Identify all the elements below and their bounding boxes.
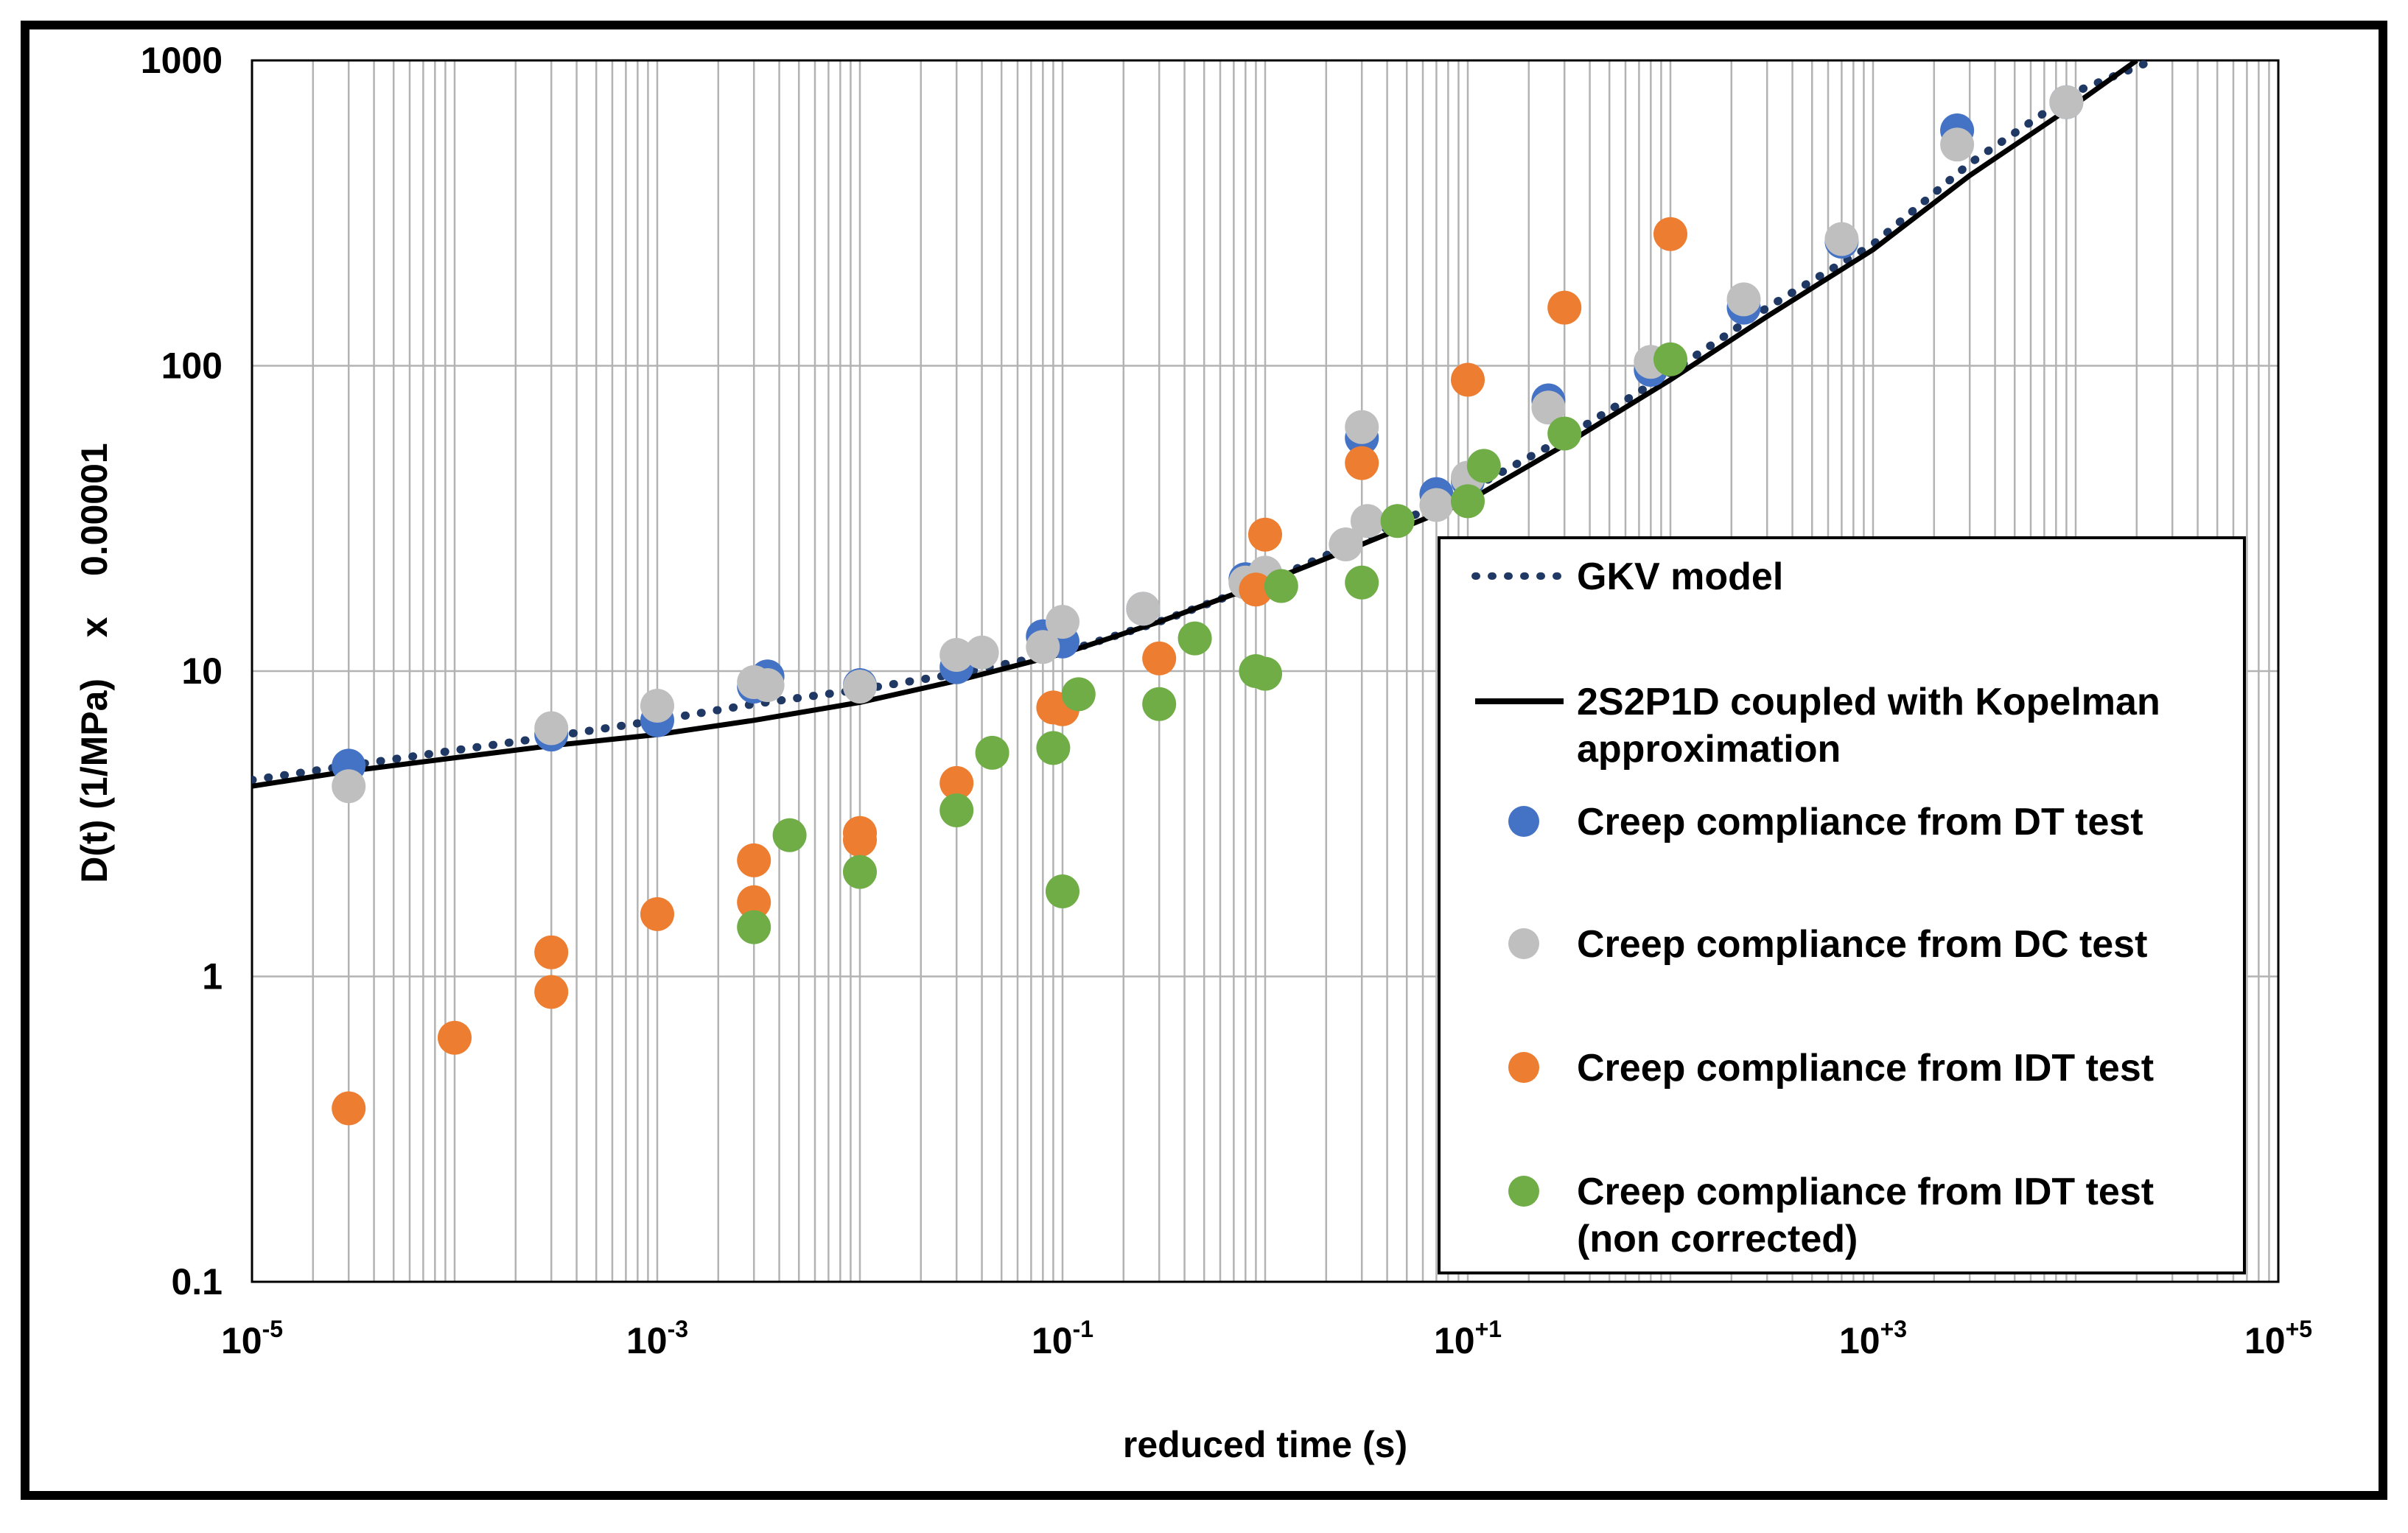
data-point-s4 (1345, 446, 1379, 480)
legend-label-idt: Creep compliance from IDT test (1577, 1047, 2154, 1090)
data-point-s4 (438, 1020, 472, 1055)
data-point-s3 (965, 635, 999, 670)
data-point-s5 (1345, 565, 1379, 600)
data-point-s4 (1248, 517, 1282, 552)
data-point-s4 (843, 823, 877, 857)
data-point-s5 (1380, 504, 1415, 539)
data-point-s4 (332, 1091, 366, 1126)
y-tick-label: 1000 (141, 40, 223, 81)
data-point-s5 (1142, 687, 1177, 721)
legend-marker-dt (1508, 806, 1539, 837)
data-point-s5 (1061, 677, 1096, 712)
data-point-s3 (1824, 222, 1859, 256)
data-point-s4 (737, 843, 771, 877)
series-line-0 (252, 60, 2157, 785)
data-point-s3 (843, 670, 877, 704)
data-point-s5 (737, 910, 771, 944)
data-point-s5 (975, 735, 1009, 770)
data-point-s5 (1547, 416, 1582, 451)
data-point-s5 (1264, 569, 1298, 603)
data-point-s3 (640, 689, 674, 723)
data-point-s3 (750, 668, 785, 702)
y-tick-label: 10 (181, 650, 223, 692)
legend-marker-dc (1508, 928, 1539, 959)
data-point-s4 (640, 897, 674, 931)
legend-label-dc: Creep compliance from DC test (1577, 923, 2147, 966)
legend-label-2s2p1d: 2S2P1D coupled with Kopelman approximatio… (1577, 681, 2160, 771)
legend-marker-idt-nc (1508, 1176, 1539, 1207)
data-point-s5 (772, 818, 807, 852)
data-point-s5 (1653, 342, 1687, 376)
data-point-s4 (1451, 362, 1485, 397)
series-lines (252, 60, 2157, 789)
y-axis-label: D(t) (1/MPa) x 0.00001 (74, 443, 115, 883)
x-axis-ticks: 10-5 10-3 10-1 10+1 10+3 10+5 (221, 1316, 2312, 1361)
x-tick-label: 10+5 (2244, 1316, 2312, 1361)
data-point-s3 (1350, 504, 1385, 539)
data-point-s3 (534, 711, 569, 746)
data-point-s3 (1026, 630, 1060, 664)
y-tick-label: 100 (161, 345, 223, 387)
y-tick-label: 1 (202, 956, 223, 997)
series-line-1 (252, 60, 2138, 789)
legend-label-dt: Creep compliance from DT test (1577, 801, 2143, 843)
data-point-s3 (1531, 390, 1566, 425)
plot-area-border (251, 59, 2280, 1283)
data-point-s3 (1419, 488, 1454, 522)
data-point-s5 (939, 793, 974, 827)
data-point-s4 (1239, 572, 1273, 607)
data-point-s5 (1036, 731, 1071, 765)
x-tick-label: 10+1 (1434, 1316, 1502, 1361)
data-point-s3 (332, 769, 366, 804)
legend-label-gkv: GKV model (1577, 555, 1783, 598)
data-point-s5 (1046, 874, 1079, 908)
data-point-s4 (939, 765, 974, 800)
data-point-s5 (1177, 621, 1212, 656)
x-tick-label: 10-1 (1032, 1316, 1093, 1361)
data-point-s3 (1940, 127, 1975, 162)
legend-marker-idt (1508, 1052, 1539, 1083)
data-point-s3 (1046, 605, 1079, 639)
x-tick-label: 10+3 (1839, 1316, 1907, 1361)
data-point-s5 (1248, 656, 1282, 691)
legend: GKV model 2S2P1D coupled with Kopelman ap… (1438, 536, 2246, 1274)
data-point-s5 (1451, 484, 1485, 519)
legend-label-idt-nc: Creep compliance from IDT test (non corre… (1577, 1171, 2154, 1260)
data-point-s3 (1329, 527, 1363, 561)
data-point-s3 (1726, 282, 1761, 317)
data-point-s4 (1547, 290, 1582, 325)
data-point-s5 (1466, 449, 1501, 483)
data-point-s3 (939, 638, 974, 672)
data-point-s4 (1142, 641, 1177, 676)
data-point-s4 (737, 885, 771, 919)
series-points (332, 85, 2084, 1126)
data-point-s4 (1653, 217, 1687, 251)
y-tick-label: 0.1 (171, 1261, 223, 1302)
x-tick-label: 10-3 (626, 1316, 688, 1361)
x-axis-label: reduced time (s) (1123, 1424, 1407, 1465)
x-tick-label: 10-5 (221, 1316, 283, 1361)
legend-box (1438, 536, 2246, 1274)
data-point-s3 (2049, 85, 2084, 119)
data-point-s4 (534, 975, 569, 1009)
data-point-s5 (843, 855, 877, 889)
data-point-s3 (1126, 592, 1161, 626)
data-point-s4 (534, 935, 569, 969)
y-axis-ticks: 1000 100 10 1 0.1 (141, 40, 223, 1302)
data-point-s3 (1345, 410, 1379, 444)
